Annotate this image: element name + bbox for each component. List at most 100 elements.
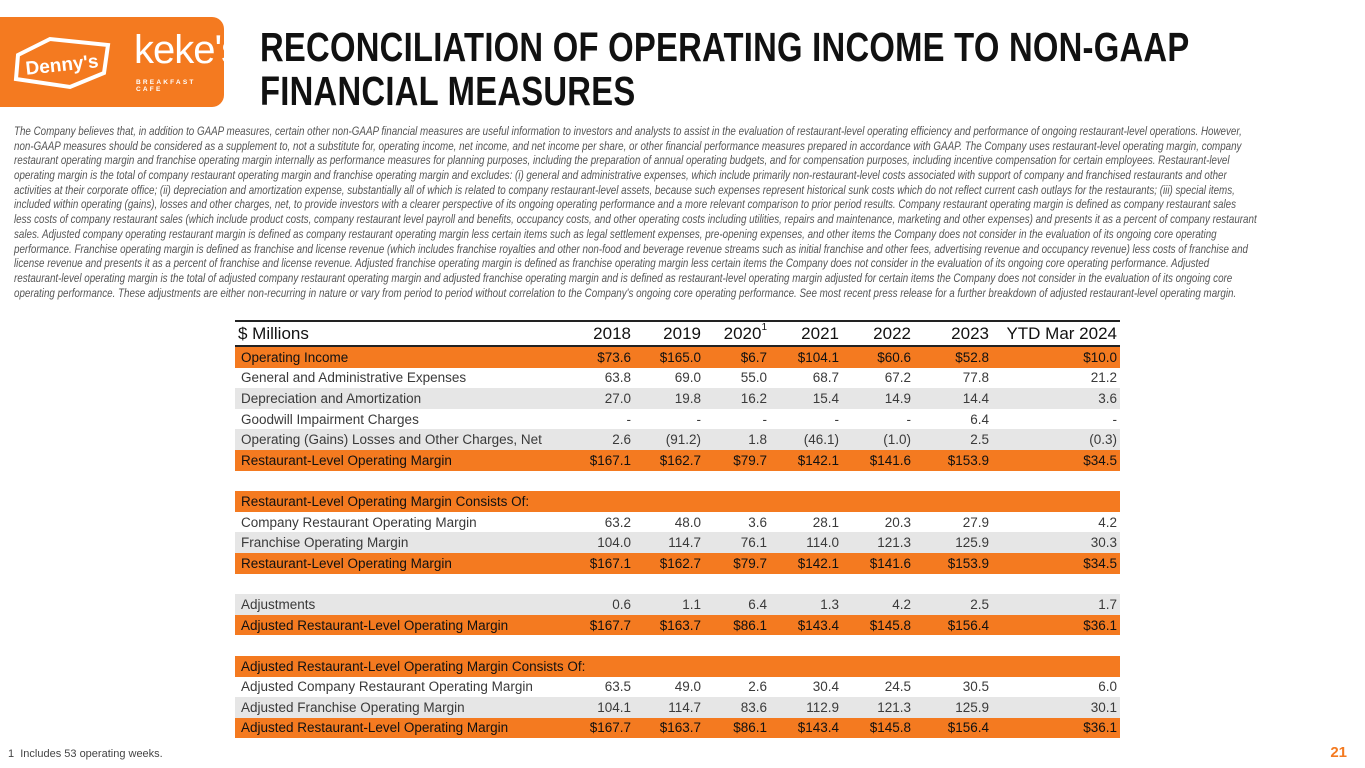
table-cell: 30.1 xyxy=(1090,699,1117,715)
table-cell: 30.4 xyxy=(812,679,839,695)
page-number: 21 xyxy=(1330,744,1347,761)
table-cell: $79.7 xyxy=(733,555,767,571)
row-label: Adjusted Franchise Operating Margin xyxy=(241,699,465,715)
table-cell: $79.7 xyxy=(733,452,767,468)
column-header: 20201 xyxy=(701,322,767,344)
paragraph-line: operating performance. These adjustments… xyxy=(14,286,1237,300)
table-row: Adjustments 0.6 1.1 6.4 1.3 4.2 2.5 1.7 xyxy=(235,594,1120,615)
paragraph-line: less costs of company restaurant sales (… xyxy=(14,213,1257,227)
table-cell: $60.6 xyxy=(877,349,911,365)
table-cell: $145.8 xyxy=(869,617,911,633)
paragraph-line: sales. Adjusted company operating restau… xyxy=(14,227,1217,241)
table-cell: 48.0 xyxy=(674,514,701,530)
table-cell: $163.7 xyxy=(659,720,701,736)
table-cell: 1.3 xyxy=(820,596,839,612)
table-cell: $10.0 xyxy=(1083,349,1117,365)
table-cell: 3.6 xyxy=(748,514,767,530)
table-cell: $167.1 xyxy=(589,452,631,468)
column-header: 2019 xyxy=(631,324,701,344)
table-cell: $34.5 xyxy=(1083,452,1117,468)
table-row: Operating Income $73.6 $165.0 $6.7 $104.1 $60… xyxy=(235,347,1120,368)
table-cell: $165.0 xyxy=(659,349,701,365)
paragraph-line: The Company believes that, in addition t… xyxy=(14,125,1242,138)
table-cell: 2.6 xyxy=(748,679,767,695)
table-cell: $36.1 xyxy=(1083,720,1117,736)
table-row: General and Administrative Expenses 63.8 6… xyxy=(235,368,1120,389)
table-cell: 63.8 xyxy=(604,370,631,386)
table-cell: $145.8 xyxy=(869,720,911,736)
row-label: Adjustments xyxy=(241,596,316,612)
table-row: Restaurant-Level Operating Margin $167.1 $… xyxy=(235,552,1120,574)
table-cell: $153.9 xyxy=(947,452,989,468)
table-row: Goodwill Impairment Charges - - - - - 6.4 - xyxy=(235,409,1120,430)
table-cell: $142.1 xyxy=(797,555,839,571)
table-cell: 77.8 xyxy=(962,370,989,386)
table-row: Operating (Gains) Losses and Other Charg… xyxy=(235,429,1120,450)
table-cell: $162.7 xyxy=(659,555,701,571)
table-cell: - xyxy=(762,411,768,427)
table-cell: 16.2 xyxy=(740,390,767,406)
dennys-logo: Denny's xyxy=(13,36,111,90)
table-cell: 0.6 xyxy=(612,596,631,612)
table-cell: 121.3 xyxy=(877,699,911,715)
table-row: Adjusted Restaurant-Level Operating Marg… xyxy=(235,614,1120,636)
footnote-text: Includes 53 operating weeks. xyxy=(20,748,163,760)
table-cell: $167.1 xyxy=(589,555,631,571)
paragraph-line: license revenue and presents it as a per… xyxy=(14,257,1210,271)
kekes-logo-subtitle: BREAKFAST CAFE xyxy=(136,79,196,93)
column-header: YTD Mar 2024 xyxy=(989,324,1120,344)
table-cell: 6.0 xyxy=(1098,679,1117,695)
spacer-row xyxy=(235,635,1120,656)
spacer-row xyxy=(235,574,1120,595)
column-header: 2023 xyxy=(911,324,989,344)
row-label: Adjusted Restaurant-Level Operating Marg… xyxy=(241,617,509,633)
row-label: Company Restaurant Operating Margin xyxy=(241,514,477,530)
table-cell: $162.7 xyxy=(659,452,701,468)
row-label: General and Administrative Expenses xyxy=(241,370,467,386)
table-cell: 104.0 xyxy=(597,535,631,551)
row-label: Adjusted Restaurant-Level Operating Marg… xyxy=(241,658,586,674)
table-cell: 24.5 xyxy=(884,679,911,695)
brand-logos: Denny's keke's BREAKFAST CAFE xyxy=(0,17,241,107)
table-cell: 30.3 xyxy=(1090,535,1117,551)
column-header-text: 2021 xyxy=(801,323,839,343)
table-cell: $73.6 xyxy=(597,349,631,365)
table-row: Depreciation and Amortization 27.0 19.8 16.… xyxy=(235,388,1120,409)
disclaimer-paragraph: The Company believes that, in addition t… xyxy=(14,125,1365,301)
table-row: Company Restaurant Operating Margin 63.2 4… xyxy=(235,512,1120,533)
row-label: Adjusted Restaurant-Level Operating Marg… xyxy=(241,720,509,736)
table-cell: $163.7 xyxy=(659,617,701,633)
table-cell: $167.7 xyxy=(589,617,631,633)
page-title: RECONCILIATION OF OPERATING INCOME TO NO… xyxy=(260,25,1189,113)
table-cell: 2.5 xyxy=(970,596,989,612)
table-cell: 112.9 xyxy=(806,699,839,715)
table-cell: 27.0 xyxy=(604,390,631,406)
table-cell: 1.7 xyxy=(1098,596,1117,612)
table-cell: 21.2 xyxy=(1090,370,1117,386)
table-cell: 63.5 xyxy=(604,679,631,695)
table-row: Adjusted Restaurant-Level Operating Marg… xyxy=(235,655,1120,677)
table-cell: 6.4 xyxy=(970,411,989,427)
footnote: 1 Includes 53 operating weeks. xyxy=(8,748,163,760)
table-cell: 19.8 xyxy=(674,390,701,406)
paragraph-line: activities at their corporate office; (i… xyxy=(14,183,1235,197)
table-row: Adjusted Restaurant-Level Operating Marg… xyxy=(235,717,1120,739)
table-cell: 2.5 xyxy=(970,432,989,448)
footnote-marker: 1 xyxy=(8,748,15,760)
table-cell: - xyxy=(906,411,912,427)
table-cell: 3.6 xyxy=(1098,390,1117,406)
row-label: Operating (Gains) Losses and Other Charg… xyxy=(241,432,542,448)
table-cell: $143.4 xyxy=(797,617,839,633)
table-cell: $156.4 xyxy=(947,617,989,633)
table-row: Franchise Operating Margin 104.0 114.7 76.1… xyxy=(235,532,1120,553)
table-cell: - xyxy=(626,411,632,427)
table-row: Restaurant-Level Operating Margin Consis… xyxy=(235,491,1120,512)
table-cell: $156.4 xyxy=(947,720,989,736)
table-cell: 28.1 xyxy=(812,514,839,530)
table-cell: 14.4 xyxy=(962,390,989,406)
table-row: Adjusted Company Restaurant Operating Ma… xyxy=(235,677,1120,698)
table-cell: 1.1 xyxy=(682,596,701,612)
table-cell: $141.6 xyxy=(869,452,911,468)
table-cell: $36.1 xyxy=(1083,617,1117,633)
table-cell: 49.0 xyxy=(674,679,701,695)
